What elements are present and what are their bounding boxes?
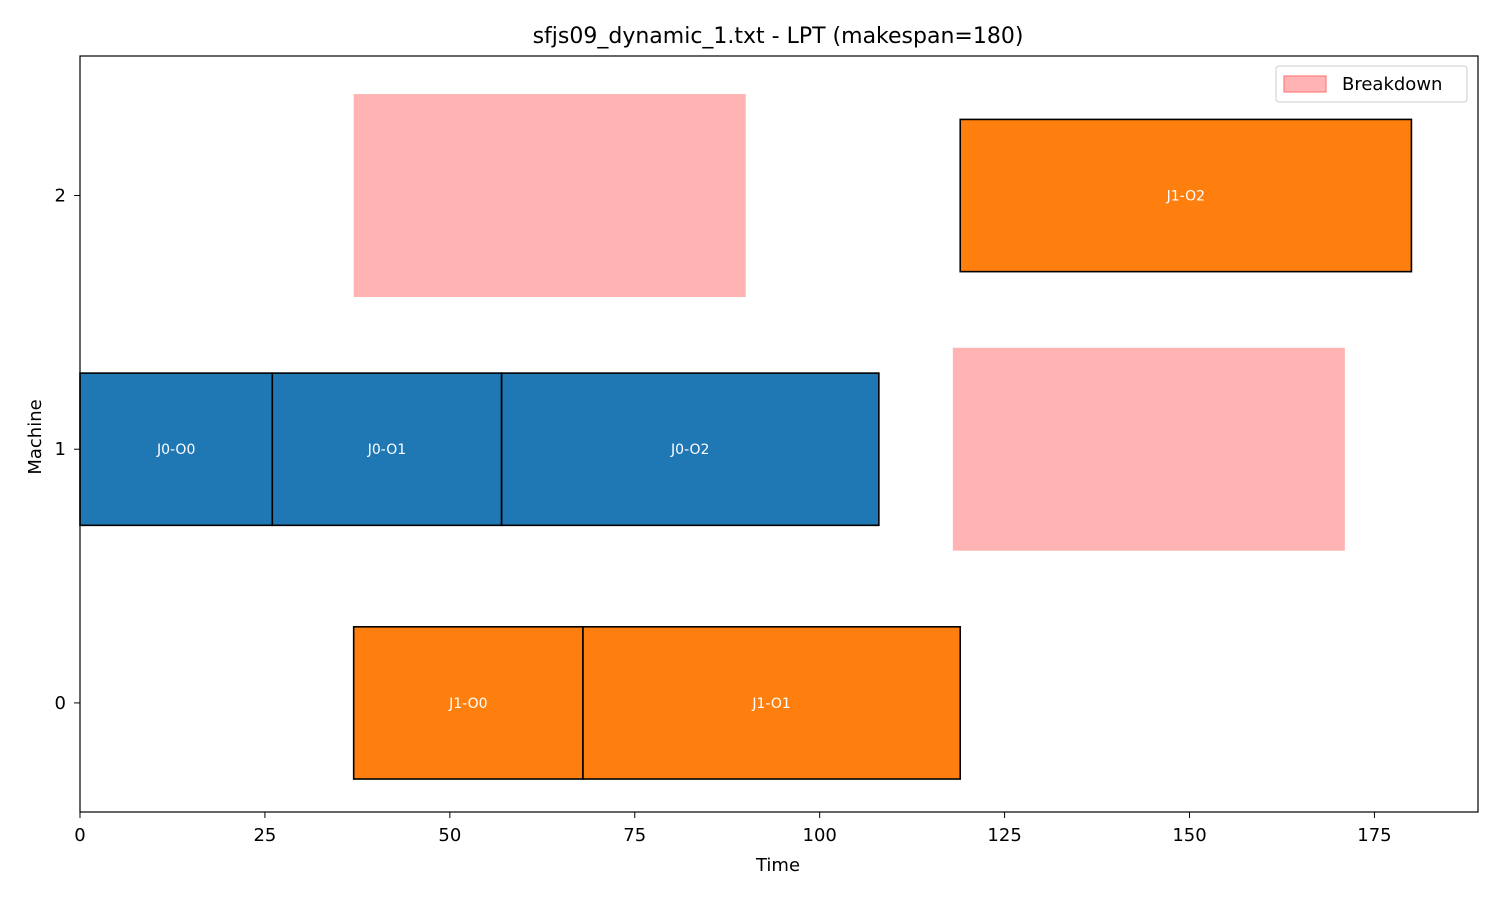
chart-title: sfjs09_dynamic_1.txt - LPT (makespan=180… [533,24,1024,49]
y-axis-label: Machine [25,399,46,474]
y-tick-label: 1 [55,439,66,460]
legend: Breakdown [1275,65,1468,103]
x-tick-label: 25 [253,825,276,846]
x-axis: 0 25 50 75 100 125 150 175 [74,812,1392,846]
x-tick-label: 50 [438,825,461,846]
x-axis-label: Time [755,855,800,876]
y-axis: 0 1 2 [55,186,80,714]
x-tick-label: 150 [1172,825,1206,846]
operation-label: J0-O0 [156,442,195,458]
operation-bar [959,118,1413,273]
operation-label: J1-O2 [1166,189,1205,205]
operation-label: J1-O0 [448,696,487,712]
legend-label-breakdown: Breakdown [1342,74,1442,95]
x-tick-label: 100 [803,825,837,846]
breakdown-layer [353,94,1345,551]
operation-label: J1-O1 [751,696,790,712]
y-tick-label: 2 [55,186,66,207]
x-tick-label: 75 [623,825,646,846]
breakdown-bar [952,347,1345,551]
breakdown-bar [353,94,746,298]
operation-label: J0-O1 [367,442,406,458]
legend-frame [1275,65,1468,103]
x-tick-label: 125 [987,825,1021,846]
y-tick-label: 0 [55,693,66,714]
operation-label: J0-O2 [670,442,709,458]
x-tick-label: 0 [74,825,85,846]
operations-layer: J0-O0 J0-O1 J0-O2 J1-O0 J1-O1 J1-O2 [79,118,1413,780]
legend-swatch-breakdown [1283,75,1327,93]
plot-frame [79,55,1479,813]
operation-bar [582,626,962,780]
operation-bar [271,372,503,527]
x-tick-label: 175 [1357,825,1391,846]
operation-bar [500,372,880,527]
